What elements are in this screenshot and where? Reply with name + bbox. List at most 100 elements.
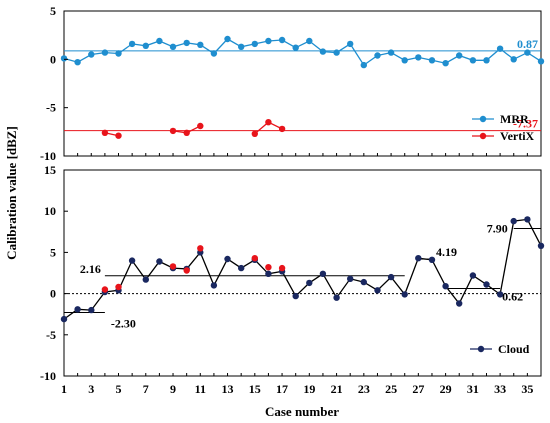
vertix-point-5 [115, 132, 122, 139]
mrr-point-31 [469, 57, 477, 64]
cloud-point-20 [319, 270, 327, 277]
bottom-segment-means [64, 228, 541, 314]
top-series [60, 35, 545, 139]
mrr-point-7 [142, 42, 149, 49]
reference-label-0: 0.87 [517, 37, 538, 51]
mrr-point-18 [292, 44, 299, 51]
vertix-overlay-point-5 [115, 283, 122, 291]
x-tick-label-10: 21 [331, 382, 343, 396]
top-reference-lines [64, 50, 541, 132]
mrr-point-28 [428, 57, 436, 64]
mrr-point-34 [510, 56, 517, 63]
mrr-point-9 [169, 43, 177, 50]
cloud-point-13 [224, 255, 231, 263]
cloud-point-30 [456, 300, 463, 307]
x-axis-ticks: 1 3 5 7 9 11 13 15 17 19 21 23 25 27 29 31 33 35 [61, 153, 542, 396]
cloud-point-14 [238, 264, 245, 272]
cloud-point-12 [210, 282, 218, 289]
mrr-point-26 [401, 57, 408, 64]
vertix-overlay-point-9 [169, 263, 177, 270]
bottom-legend: Cloud [470, 342, 530, 356]
bottom-y-tick-label-2: 5 [50, 245, 56, 259]
cloud-point-16 [265, 270, 272, 277]
cloud-point-2 [74, 306, 81, 313]
bottom-mean-captions: -2.30 2.16 4.19 0.62 7.90 [80, 222, 523, 331]
x-tick-label-12: 25 [385, 382, 397, 396]
x-tick-label-14: 29 [440, 382, 452, 396]
cloud-point-27 [415, 255, 422, 262]
mrr-point-24 [374, 52, 381, 59]
cloud-point-29 [442, 283, 449, 290]
legend-cloud-label: Cloud [498, 342, 530, 356]
x-tick-label-3: 7 [143, 382, 149, 396]
bottom-y-tick-label-5: -10 [40, 369, 56, 383]
x-tick-label-13: 27 [412, 382, 424, 396]
bottom-panel: 15 10 5 0 -5 -10 -2.30 2.16 4.19 0.62 7.90 Cloud [40, 163, 545, 383]
bottom-series [60, 216, 545, 323]
cloud-point-33 [496, 291, 504, 298]
mrr-point-22 [347, 40, 354, 48]
cloud-point-34 [510, 217, 517, 225]
vertix-overlay-point-4 [101, 286, 109, 293]
cloud-point-6 [128, 257, 136, 264]
mrr-point-25 [387, 49, 395, 56]
segment-mean-label-1: 2.16 [80, 262, 101, 276]
x-tick-label-2: 5 [116, 382, 122, 396]
legend-cloud-marker [477, 345, 485, 353]
top-panel: 5 0 -5 -10 0.87 -7.37 MRR VertiX [40, 4, 545, 163]
cloud-point-8 [156, 258, 163, 265]
reference-label-1: -7.37 [513, 117, 538, 131]
cloud-line [63, 218, 542, 320]
cloud-point-28 [428, 256, 436, 263]
mrr-point-29 [442, 60, 449, 67]
top-y-tick-label-3: -10 [40, 149, 56, 163]
vertix-overlay-point-15 [251, 255, 258, 262]
legend-vertix-label: VertiX [500, 129, 535, 143]
cloud-point-23 [360, 278, 367, 286]
bottom-plot-frame [63, 169, 542, 377]
top-y-tick-label-1: 0 [50, 52, 56, 66]
mrr-point-32 [483, 57, 490, 64]
vertix-overlay-point-10 [183, 267, 190, 274]
mrr-point-2 [74, 59, 81, 66]
top-legend: MRR VertiX [472, 112, 535, 143]
cloud-point-18 [292, 292, 299, 300]
cloud-point-21 [333, 294, 340, 301]
mrr-point-14 [238, 43, 245, 50]
mrr-point-19 [306, 37, 313, 45]
segment-mean-label-0: -2.30 [111, 317, 136, 331]
x-tick-label-17: 35 [521, 382, 533, 396]
x-tick-label-1: 3 [88, 382, 94, 396]
vertix-overlay-point-17 [278, 264, 286, 272]
cloud-point-32 [483, 281, 490, 288]
vertix-point-16 [265, 119, 272, 126]
mrr-point-27 [415, 54, 422, 61]
x-tick-label-11: 23 [358, 382, 370, 396]
mrr-point-16 [265, 37, 272, 45]
mrr-point-5 [115, 50, 122, 57]
bottom-y-tick-label-4: -5 [46, 328, 56, 342]
cloud-point-22 [347, 275, 354, 282]
cloud-point-25 [387, 273, 395, 281]
mrr-point-1 [60, 55, 68, 62]
mrr-point-8 [156, 37, 163, 45]
top-plot-frame [63, 10, 542, 157]
vertix-point-9 [169, 127, 177, 135]
mrr-point-17 [278, 36, 286, 44]
segment-mean-label-2: 4.19 [436, 245, 457, 259]
mrr-point-21 [333, 49, 340, 56]
cloud-point-24 [374, 287, 381, 294]
bottom-y-ticks: 15 10 5 0 -5 -10 [40, 163, 68, 383]
cloud-point-3 [88, 306, 95, 314]
bottom-y-tick-label-1: 10 [44, 204, 56, 218]
mrr-point-12 [210, 50, 218, 57]
x-tick-label-8: 17 [276, 382, 288, 396]
top-reference-captions: 0.87 -7.37 [513, 37, 538, 131]
mrr-point-30 [456, 52, 463, 59]
x-tick-label-0: 1 [61, 382, 67, 396]
cloud-point-36 [537, 242, 545, 249]
legend-mrr-label: MRR [500, 112, 529, 126]
mrr-point-15 [251, 40, 258, 48]
x-tick-label-7: 15 [249, 382, 261, 396]
mrr-point-3 [88, 51, 95, 58]
